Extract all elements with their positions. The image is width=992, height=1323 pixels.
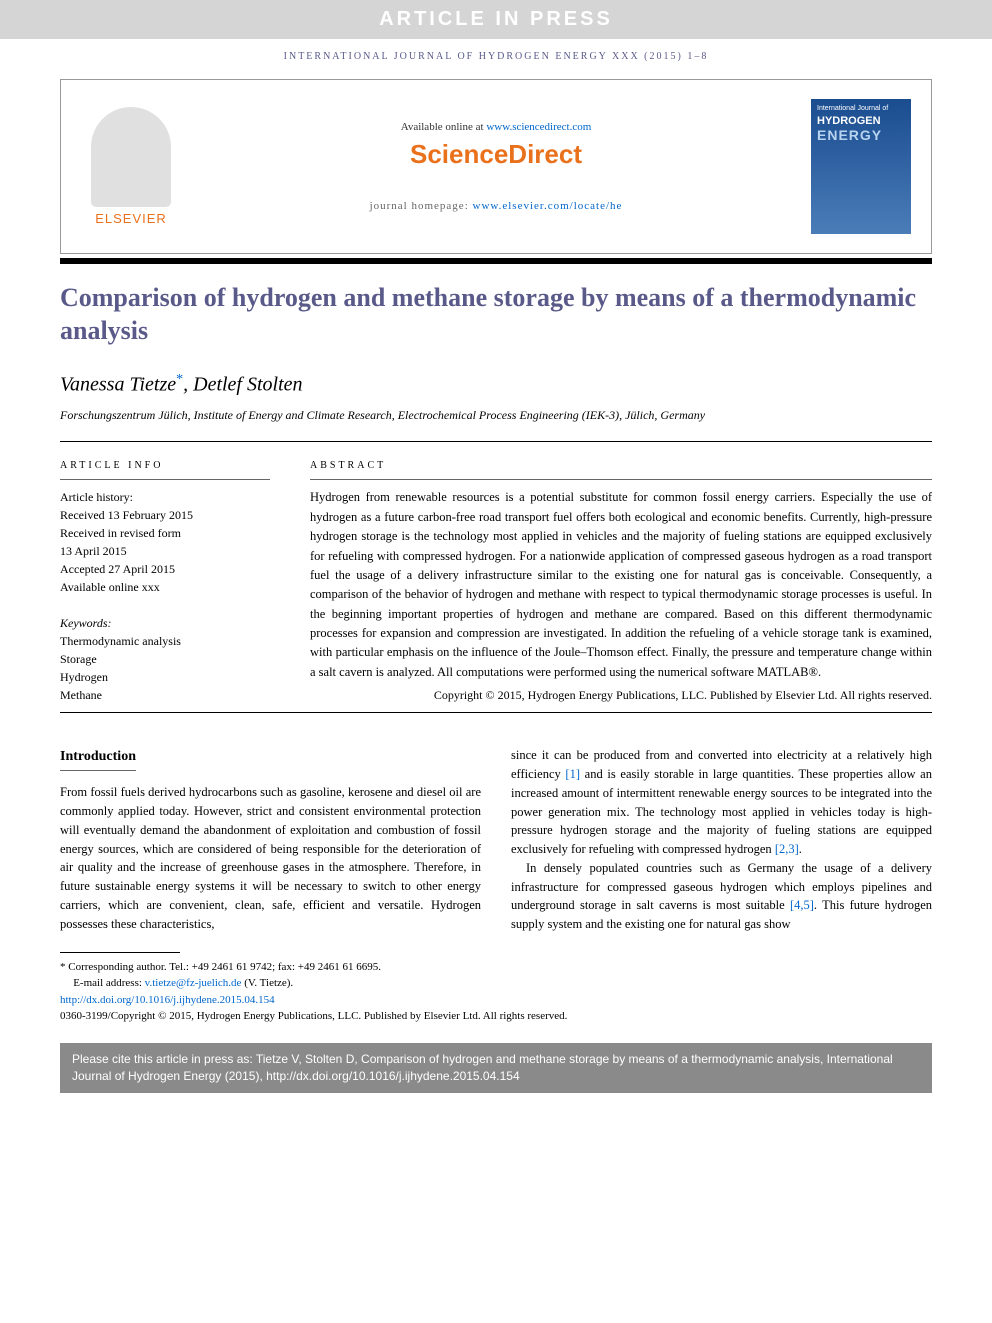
history-label: Article history: [60, 488, 270, 506]
revised-label: Received in revised form [60, 524, 270, 542]
elsevier-text: ELSEVIER [81, 211, 181, 226]
citation-link-4-5[interactable]: [4,5] [790, 898, 814, 912]
revised-date: 13 April 2015 [60, 542, 270, 560]
keywords-label: Keywords: [60, 614, 270, 632]
author-1: Vanessa Tietze [60, 374, 176, 396]
article-history: Article history: Received 13 February 20… [60, 488, 270, 596]
authors-line: Vanessa Tietze*, Detlef Stolten [0, 357, 992, 405]
article-info-label: ARTICLE INFO [60, 450, 270, 477]
rule-bottom [60, 712, 932, 713]
abstract-column: ABSTRACT Hydrogen from renewable resourc… [310, 450, 932, 704]
intro-para-1: From fossil fuels derived hydrocarbons s… [60, 783, 481, 933]
citation-link-1[interactable]: [1] [565, 767, 580, 781]
info-rule-1 [60, 479, 270, 480]
body-column-right: since it can be produced from and conver… [511, 746, 932, 934]
body-column-left: Introduction From fossil fuels derived h… [60, 746, 481, 934]
info-abstract-row: ARTICLE INFO Article history: Received 1… [0, 450, 992, 704]
keyword-1: Thermodynamic analysis [60, 632, 270, 650]
footer-block: * Corresponding author. Tel.: +49 2461 6… [0, 944, 992, 1033]
body-two-column: Introduction From fossil fuels derived h… [0, 721, 992, 944]
author-2: Detlef Stolten [193, 374, 302, 396]
keyword-4: Methane [60, 686, 270, 704]
issn-copyright-line: 0360-3199/Copyright © 2015, Hydrogen Ene… [60, 1008, 932, 1025]
affiliation: Forschungszentrum Jülich, Institute of E… [0, 405, 992, 434]
keyword-2: Storage [60, 650, 270, 668]
abstract-label: ABSTRACT [310, 450, 932, 477]
article-in-press-banner: ARTICLE IN PRESS [0, 0, 992, 39]
article-info-column: ARTICLE INFO Article history: Received 1… [60, 450, 270, 704]
cover-energy: ENERGY [817, 127, 905, 143]
introduction-heading: Introduction [60, 746, 136, 771]
online-date: Available online xxx [60, 578, 270, 596]
citation-link-2-3[interactable]: [2,3] [775, 842, 799, 856]
email-link[interactable]: v.tietze@fz-juelich.de [145, 977, 242, 989]
homepage-link[interactable]: www.elsevier.com/locate/he [473, 200, 623, 212]
intro-para-1-cont: since it can be produced from and conver… [511, 746, 932, 859]
journal-running-header: INTERNATIONAL JOURNAL OF HYDROGEN ENERGY… [0, 39, 992, 74]
homepage-label: journal homepage: [370, 200, 473, 212]
accepted-date: Accepted 27 April 2015 [60, 560, 270, 578]
elsevier-logo: ELSEVIER [81, 107, 181, 226]
available-label: Available online at [401, 121, 487, 133]
rule-top [60, 441, 932, 442]
cite-as-box: Please cite this article in press as: Ti… [60, 1043, 932, 1093]
corr-detail: Tel.: +49 2461 61 9742; fax: +49 2461 61… [169, 961, 381, 973]
email-line: E-mail address: v.tietze@fz-juelich.de (… [60, 975, 932, 992]
received-date: Received 13 February 2015 [60, 506, 270, 524]
doi-link[interactable]: http://dx.doi.org/10.1016/j.ijhydene.201… [60, 992, 932, 1009]
journal-cover-thumbnail: International Journal of HYDROGEN ENERGY [811, 99, 911, 234]
keywords-block: Keywords: Thermodynamic analysis Storage… [60, 614, 270, 704]
cover-hydrogen: HYDROGEN [817, 115, 905, 127]
publisher-header-box: ELSEVIER Available online at www.science… [60, 79, 932, 254]
email-tail: (V. Tietze). [241, 977, 293, 989]
header-center: Available online at www.sciencedirect.co… [181, 121, 811, 212]
journal-homepage-text: journal homepage: www.elsevier.com/locat… [181, 200, 811, 212]
abstract-text: Hydrogen from renewable resources is a p… [310, 488, 932, 682]
elsevier-tree-icon [91, 107, 171, 207]
footer-rule [60, 952, 180, 953]
email-label: E-mail address: [73, 977, 144, 989]
available-online-text: Available online at www.sciencedirect.co… [181, 121, 811, 133]
intro-para-2: In densely populated countries such as G… [511, 859, 932, 934]
cover-small-title: International Journal of [817, 105, 905, 112]
corr-label: * Corresponding author. [60, 961, 169, 973]
abstract-copyright: Copyright © 2015, Hydrogen Energy Public… [310, 686, 932, 704]
keyword-3: Hydrogen [60, 668, 270, 686]
corresponding-author-line: * Corresponding author. Tel.: +49 2461 6… [60, 959, 932, 976]
corresponding-author-star: * [176, 372, 183, 387]
article-title: Comparison of hydrogen and methane stora… [0, 264, 992, 357]
p1c: . [799, 842, 802, 856]
sciencedirect-logo: ScienceDirect [181, 139, 811, 170]
abstract-rule [310, 479, 932, 480]
sciencedirect-url-link[interactable]: www.sciencedirect.com [486, 121, 591, 133]
